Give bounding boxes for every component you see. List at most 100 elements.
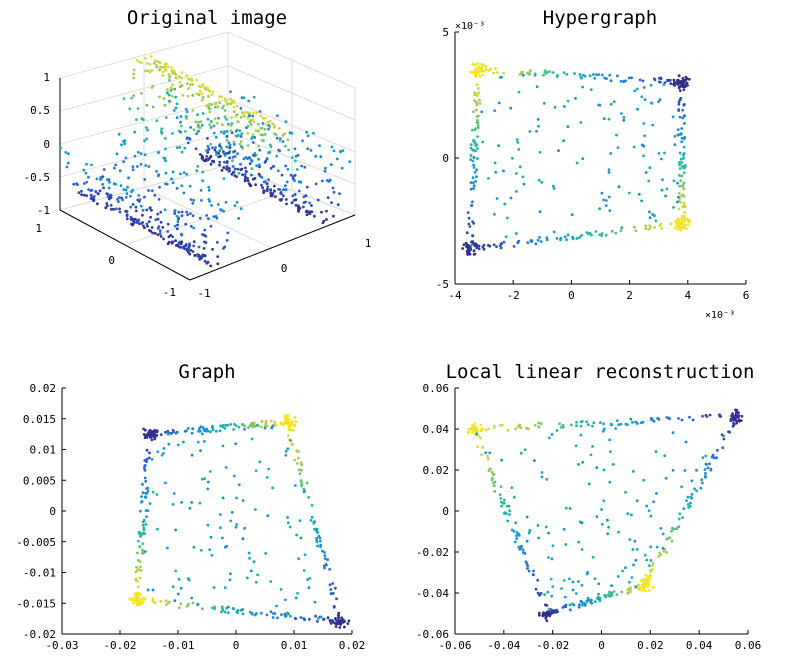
data-point (183, 247, 186, 251)
data-point (312, 131, 315, 135)
data-point (227, 151, 231, 155)
data-point (122, 97, 126, 101)
plot-area (455, 32, 746, 284)
data-point (194, 147, 198, 151)
data-point (659, 222, 663, 226)
data-point (205, 427, 209, 431)
data-point (251, 118, 255, 121)
data-point (179, 120, 182, 124)
data-point (260, 126, 264, 130)
data-point (210, 93, 214, 97)
data-point (157, 150, 161, 154)
data-point (523, 448, 527, 451)
data-point (138, 560, 142, 563)
data-point (228, 156, 232, 160)
data-point (116, 197, 119, 201)
data-point (326, 616, 330, 620)
data-point (525, 515, 529, 519)
data-point (198, 153, 202, 156)
data-point (631, 470, 635, 473)
data-point (173, 208, 177, 212)
data-point (200, 432, 204, 436)
data-point (709, 467, 713, 471)
data-point (583, 603, 587, 607)
data-point (171, 181, 175, 185)
data-point (571, 235, 574, 239)
data-point (107, 197, 111, 201)
data-point (269, 119, 272, 123)
data-point (258, 460, 262, 464)
data-point (168, 99, 171, 103)
data-point (229, 519, 233, 523)
data-point (233, 149, 237, 153)
data-point (212, 124, 216, 128)
data-point (659, 553, 663, 556)
data-point (502, 240, 506, 244)
data-point (683, 469, 687, 472)
data-point (221, 425, 225, 429)
data-point (297, 210, 300, 213)
data-point (215, 216, 219, 220)
data-point (555, 429, 559, 432)
data-point (335, 157, 339, 161)
data-point (597, 582, 601, 586)
data-point (340, 616, 344, 620)
data-point (479, 429, 483, 433)
data-point (166, 88, 169, 91)
data-point (249, 422, 253, 426)
data-point (251, 133, 255, 137)
data-point (667, 536, 670, 540)
data-point (153, 59, 157, 63)
data-point (688, 220, 692, 224)
data-point (196, 165, 200, 168)
data-point (679, 84, 683, 88)
data-point (731, 414, 735, 418)
data-point (275, 154, 279, 158)
data-point (126, 185, 129, 189)
data-point (240, 145, 244, 149)
data-point (580, 583, 584, 587)
data-point (163, 157, 167, 160)
data-point (207, 198, 211, 201)
data-point (274, 423, 278, 427)
x-tick-label: 0.02 (637, 639, 664, 652)
data-point (182, 191, 186, 195)
data-point (295, 462, 299, 465)
data-point (223, 152, 226, 156)
data-point (552, 187, 556, 190)
data-point (704, 454, 708, 458)
data-point (471, 148, 475, 152)
data-point (145, 492, 149, 495)
data-point (670, 529, 673, 533)
z-tick-label: -0.5 (24, 171, 51, 184)
data-point (509, 106, 513, 110)
data-point (476, 87, 480, 90)
data-point (595, 466, 599, 469)
data-point (514, 521, 517, 525)
data-point (581, 460, 584, 464)
data-point (475, 83, 479, 87)
data-point (186, 82, 189, 85)
data-point (690, 492, 694, 496)
data-point (469, 187, 473, 191)
data-point (182, 245, 186, 248)
tick-group: -4 -2 0 2 4 650-5 (436, 26, 750, 302)
data-point (621, 569, 624, 573)
data-point (503, 511, 507, 514)
data-point (672, 78, 676, 82)
data-point (297, 557, 300, 561)
data-point (124, 188, 128, 192)
data-point (151, 84, 155, 88)
data-point (298, 472, 302, 475)
data-point (482, 64, 485, 68)
data-point (164, 64, 167, 68)
data-point (624, 491, 627, 494)
data-point (136, 165, 139, 168)
data-point (262, 116, 265, 120)
data-point (138, 509, 142, 513)
data-point (224, 466, 228, 469)
data-point (512, 245, 516, 248)
data-point (319, 155, 323, 159)
data-point (678, 167, 682, 170)
data-point (301, 139, 304, 143)
